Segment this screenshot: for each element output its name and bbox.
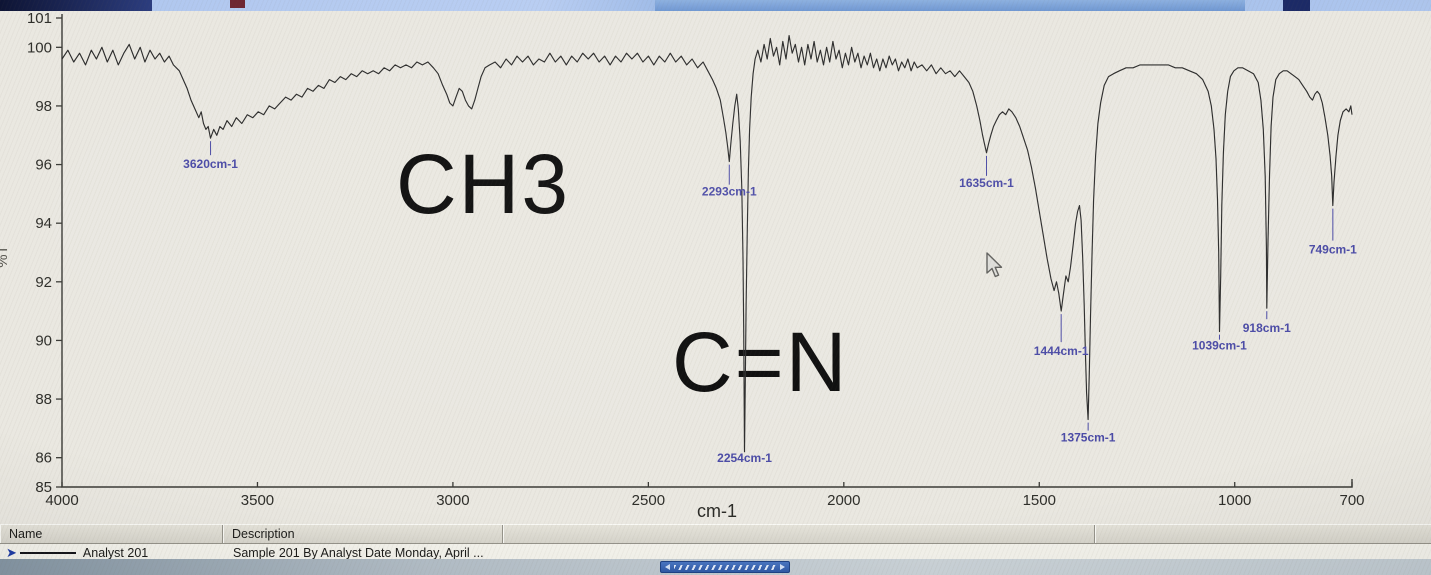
window-top-strip xyxy=(0,0,1431,11)
horizontal-scrollbar-track[interactable] xyxy=(0,559,1431,575)
top-strip-navy-square xyxy=(1283,0,1310,11)
column-header-name[interactable]: Name xyxy=(0,525,223,543)
scrollbar-grip-dots xyxy=(674,564,776,570)
x-tick-label: 1000 xyxy=(1218,492,1251,509)
mouse-cursor-icon xyxy=(986,252,1003,278)
scrollbar-thumb[interactable] xyxy=(660,561,790,573)
y-tick-label: 101 xyxy=(27,10,52,27)
column-header-empty[interactable] xyxy=(503,525,1095,543)
spectrum-trace xyxy=(61,35,1353,453)
top-strip-dark-segment xyxy=(0,0,152,11)
y-tick-label: 100 xyxy=(27,39,52,56)
x-tick-label: 700 xyxy=(1339,492,1364,509)
axis-lines xyxy=(61,14,1353,488)
peak-label: 1375cm-1 xyxy=(1061,431,1116,445)
peak-label: 918cm-1 xyxy=(1243,321,1291,335)
scroll-left-arrow-icon[interactable] xyxy=(665,564,670,570)
y-tick-label: 94 xyxy=(35,215,52,232)
results-table-header: Name Description xyxy=(0,524,1431,544)
results-table: Name Description Analyst 201 Sample 201 … xyxy=(0,524,1431,562)
series-description: Sample 201 By Analyst Date Monday, April… xyxy=(233,545,484,560)
y-tick-label: 86 xyxy=(35,450,52,467)
peak-label: 1039cm-1 xyxy=(1192,339,1247,353)
x-tick-label: 2000 xyxy=(827,492,860,509)
x-tick-label: 3000 xyxy=(436,492,469,509)
y-tick-label: 98 xyxy=(35,98,52,115)
y-tick-label: 92 xyxy=(35,274,52,291)
annotation-ch3: CH3 xyxy=(396,137,571,231)
series-line-sample xyxy=(19,551,76,554)
peak-label: 749cm-1 xyxy=(1309,243,1357,257)
peak-label: 2254cm-1 xyxy=(717,451,772,465)
peak-label: 2293cm-1 xyxy=(702,185,757,199)
column-header-empty-2[interactable] xyxy=(1095,525,1431,543)
x-tick-label: 4000 xyxy=(45,492,78,509)
y-tick-label: 88 xyxy=(35,391,52,408)
y-tick-label: 85 xyxy=(35,479,52,496)
column-header-description[interactable]: Description xyxy=(223,525,503,543)
x-tick-label: 3500 xyxy=(241,492,274,509)
x-tick-label: 2500 xyxy=(632,492,665,509)
scroll-right-arrow-icon[interactable] xyxy=(780,564,785,570)
series-marker-arrow-icon xyxy=(6,546,17,560)
peak-label: 3620cm-1 xyxy=(183,157,238,171)
series-name: Analyst 201 xyxy=(82,545,149,560)
y-tick-label: 90 xyxy=(35,332,52,349)
peak-label: 1444cm-1 xyxy=(1034,344,1089,358)
x-tick-label: 1500 xyxy=(1023,492,1056,509)
x-axis-title: cm-1 xyxy=(697,501,737,521)
annotation-cn: C=N xyxy=(672,315,849,409)
top-strip-red-mark xyxy=(230,0,245,8)
y-tick-label: 96 xyxy=(35,157,52,174)
top-strip-mid-segment xyxy=(655,0,1245,11)
peak-label: 1635cm-1 xyxy=(959,176,1014,190)
